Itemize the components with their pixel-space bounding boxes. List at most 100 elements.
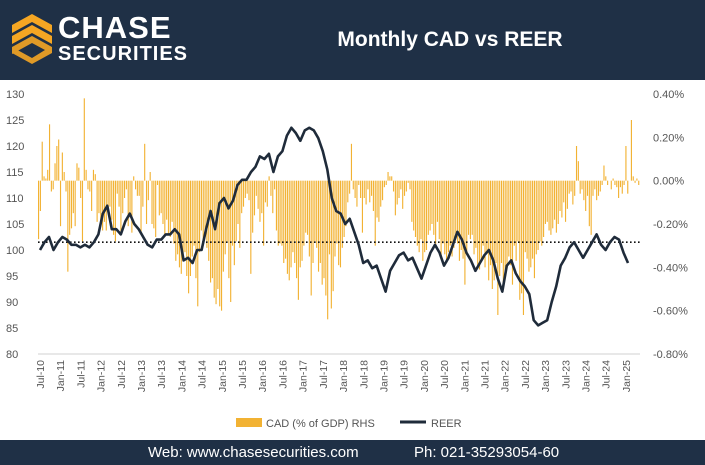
cad-bar bbox=[177, 180, 179, 255]
cad-bar bbox=[328, 180, 331, 255]
cad-bar bbox=[255, 180, 257, 196]
cad-bar bbox=[145, 180, 148, 224]
cad-bar bbox=[338, 180, 340, 266]
cad-bar bbox=[356, 180, 358, 207]
cad-bar bbox=[413, 180, 415, 231]
cad-bar bbox=[475, 180, 477, 248]
cad-bar bbox=[586, 180, 589, 196]
cad-bar bbox=[394, 180, 396, 216]
x-tick-label: Jul-14 bbox=[197, 360, 209, 389]
cad-bar bbox=[623, 180, 625, 185]
y-right-tick-label: -0.20% bbox=[653, 219, 688, 231]
cad-bar bbox=[274, 180, 276, 190]
x-tick-label: Jan-16 bbox=[257, 360, 269, 392]
cad-bar bbox=[577, 161, 579, 181]
cad-bar bbox=[471, 180, 473, 235]
cad-bar bbox=[400, 180, 402, 190]
x-tick-label: Jan-19 bbox=[379, 360, 391, 392]
cad-bar bbox=[122, 180, 124, 214]
cad-bar bbox=[630, 120, 632, 181]
cad-bar bbox=[257, 180, 259, 209]
legend-label-cad: CAD (% of GDP) RHS bbox=[266, 418, 375, 430]
cad-bar bbox=[272, 180, 274, 214]
cad-bar bbox=[325, 180, 327, 296]
cad-bar bbox=[158, 180, 160, 216]
reer-line-group bbox=[38, 126, 630, 327]
cad-bar bbox=[58, 139, 60, 181]
x-tick-label: Jan-12 bbox=[96, 360, 108, 392]
cad-bar bbox=[312, 180, 314, 263]
y-left-tick-label: 130 bbox=[6, 89, 24, 101]
cad-bar bbox=[473, 180, 475, 255]
cad-bar bbox=[425, 180, 428, 250]
cad-bar bbox=[50, 180, 52, 192]
cad-bar bbox=[466, 180, 468, 253]
x-tick-label: Jul-12 bbox=[116, 360, 128, 389]
cad-bar bbox=[495, 180, 497, 263]
cad-bar bbox=[482, 180, 484, 246]
cad-bar bbox=[596, 180, 598, 201]
cad-bar bbox=[422, 180, 424, 261]
cad-bar bbox=[259, 180, 261, 222]
cad-bar bbox=[376, 180, 378, 218]
cad-bar bbox=[136, 180, 138, 196]
cad-bar bbox=[345, 180, 347, 227]
cad-bar bbox=[321, 180, 323, 285]
cad-bar bbox=[619, 180, 621, 188]
cad-bar bbox=[614, 180, 616, 185]
cad-bar bbox=[387, 172, 389, 181]
cad-bar bbox=[149, 172, 151, 181]
cad-bar bbox=[294, 180, 296, 263]
cad-bar bbox=[89, 180, 91, 192]
cad-bar bbox=[317, 180, 320, 272]
x-tick-label: Jul-22 bbox=[520, 360, 532, 389]
cad-bar bbox=[371, 180, 373, 196]
cad-bar bbox=[597, 180, 600, 196]
cad-bar bbox=[497, 180, 499, 315]
cad-bar bbox=[47, 169, 49, 181]
cad-bar bbox=[275, 180, 277, 231]
footer-bar: Web: www.chasesecurities.com Ph: 021-352… bbox=[0, 440, 705, 465]
cad-bar bbox=[350, 143, 353, 181]
cad-bar bbox=[74, 180, 76, 227]
cad-bar bbox=[186, 180, 188, 276]
cad-bar bbox=[288, 180, 290, 281]
cad-bar bbox=[87, 180, 89, 190]
y-left-tick-label: 120 bbox=[6, 141, 24, 153]
cad-bar bbox=[447, 180, 449, 253]
cad-bar bbox=[164, 180, 166, 237]
x-tick-label: Jul-20 bbox=[439, 360, 451, 389]
cad-bar bbox=[264, 180, 267, 203]
cad-bar bbox=[195, 180, 197, 279]
cad-bar bbox=[418, 180, 420, 253]
cad-bar bbox=[605, 176, 607, 181]
cad-bar bbox=[358, 180, 360, 185]
cad-bars bbox=[38, 98, 640, 320]
cad-bar bbox=[436, 180, 439, 222]
cad-bar bbox=[268, 176, 270, 181]
footer-web-link[interactable]: Web: www.chasesecurities.com bbox=[148, 444, 359, 461]
cad-bar bbox=[442, 180, 444, 244]
cad-bar bbox=[632, 176, 634, 181]
cad-bar bbox=[230, 180, 232, 302]
cad-bar bbox=[133, 176, 135, 181]
x-tick-label: Jan-20 bbox=[419, 360, 431, 392]
cad-bar bbox=[45, 178, 47, 181]
cad-bar bbox=[414, 180, 417, 237]
cad-bar bbox=[407, 180, 409, 183]
cad-bar bbox=[526, 180, 528, 259]
cad-bar bbox=[391, 176, 393, 181]
cad-bar bbox=[285, 180, 287, 259]
x-tick-label: Jan-15 bbox=[217, 360, 229, 392]
y-right-tick-label: 0.40% bbox=[653, 89, 684, 101]
cad-bar bbox=[116, 180, 118, 194]
cad-bar bbox=[339, 180, 342, 268]
cad-bar bbox=[464, 180, 466, 285]
cad-bar bbox=[138, 180, 140, 196]
cad-bar bbox=[411, 180, 413, 222]
cad-bar bbox=[197, 180, 199, 307]
cad-bar bbox=[451, 180, 453, 257]
cad-bar bbox=[290, 180, 292, 268]
y-right-tick-label: -0.40% bbox=[653, 262, 688, 274]
cad-bar bbox=[175, 180, 177, 261]
